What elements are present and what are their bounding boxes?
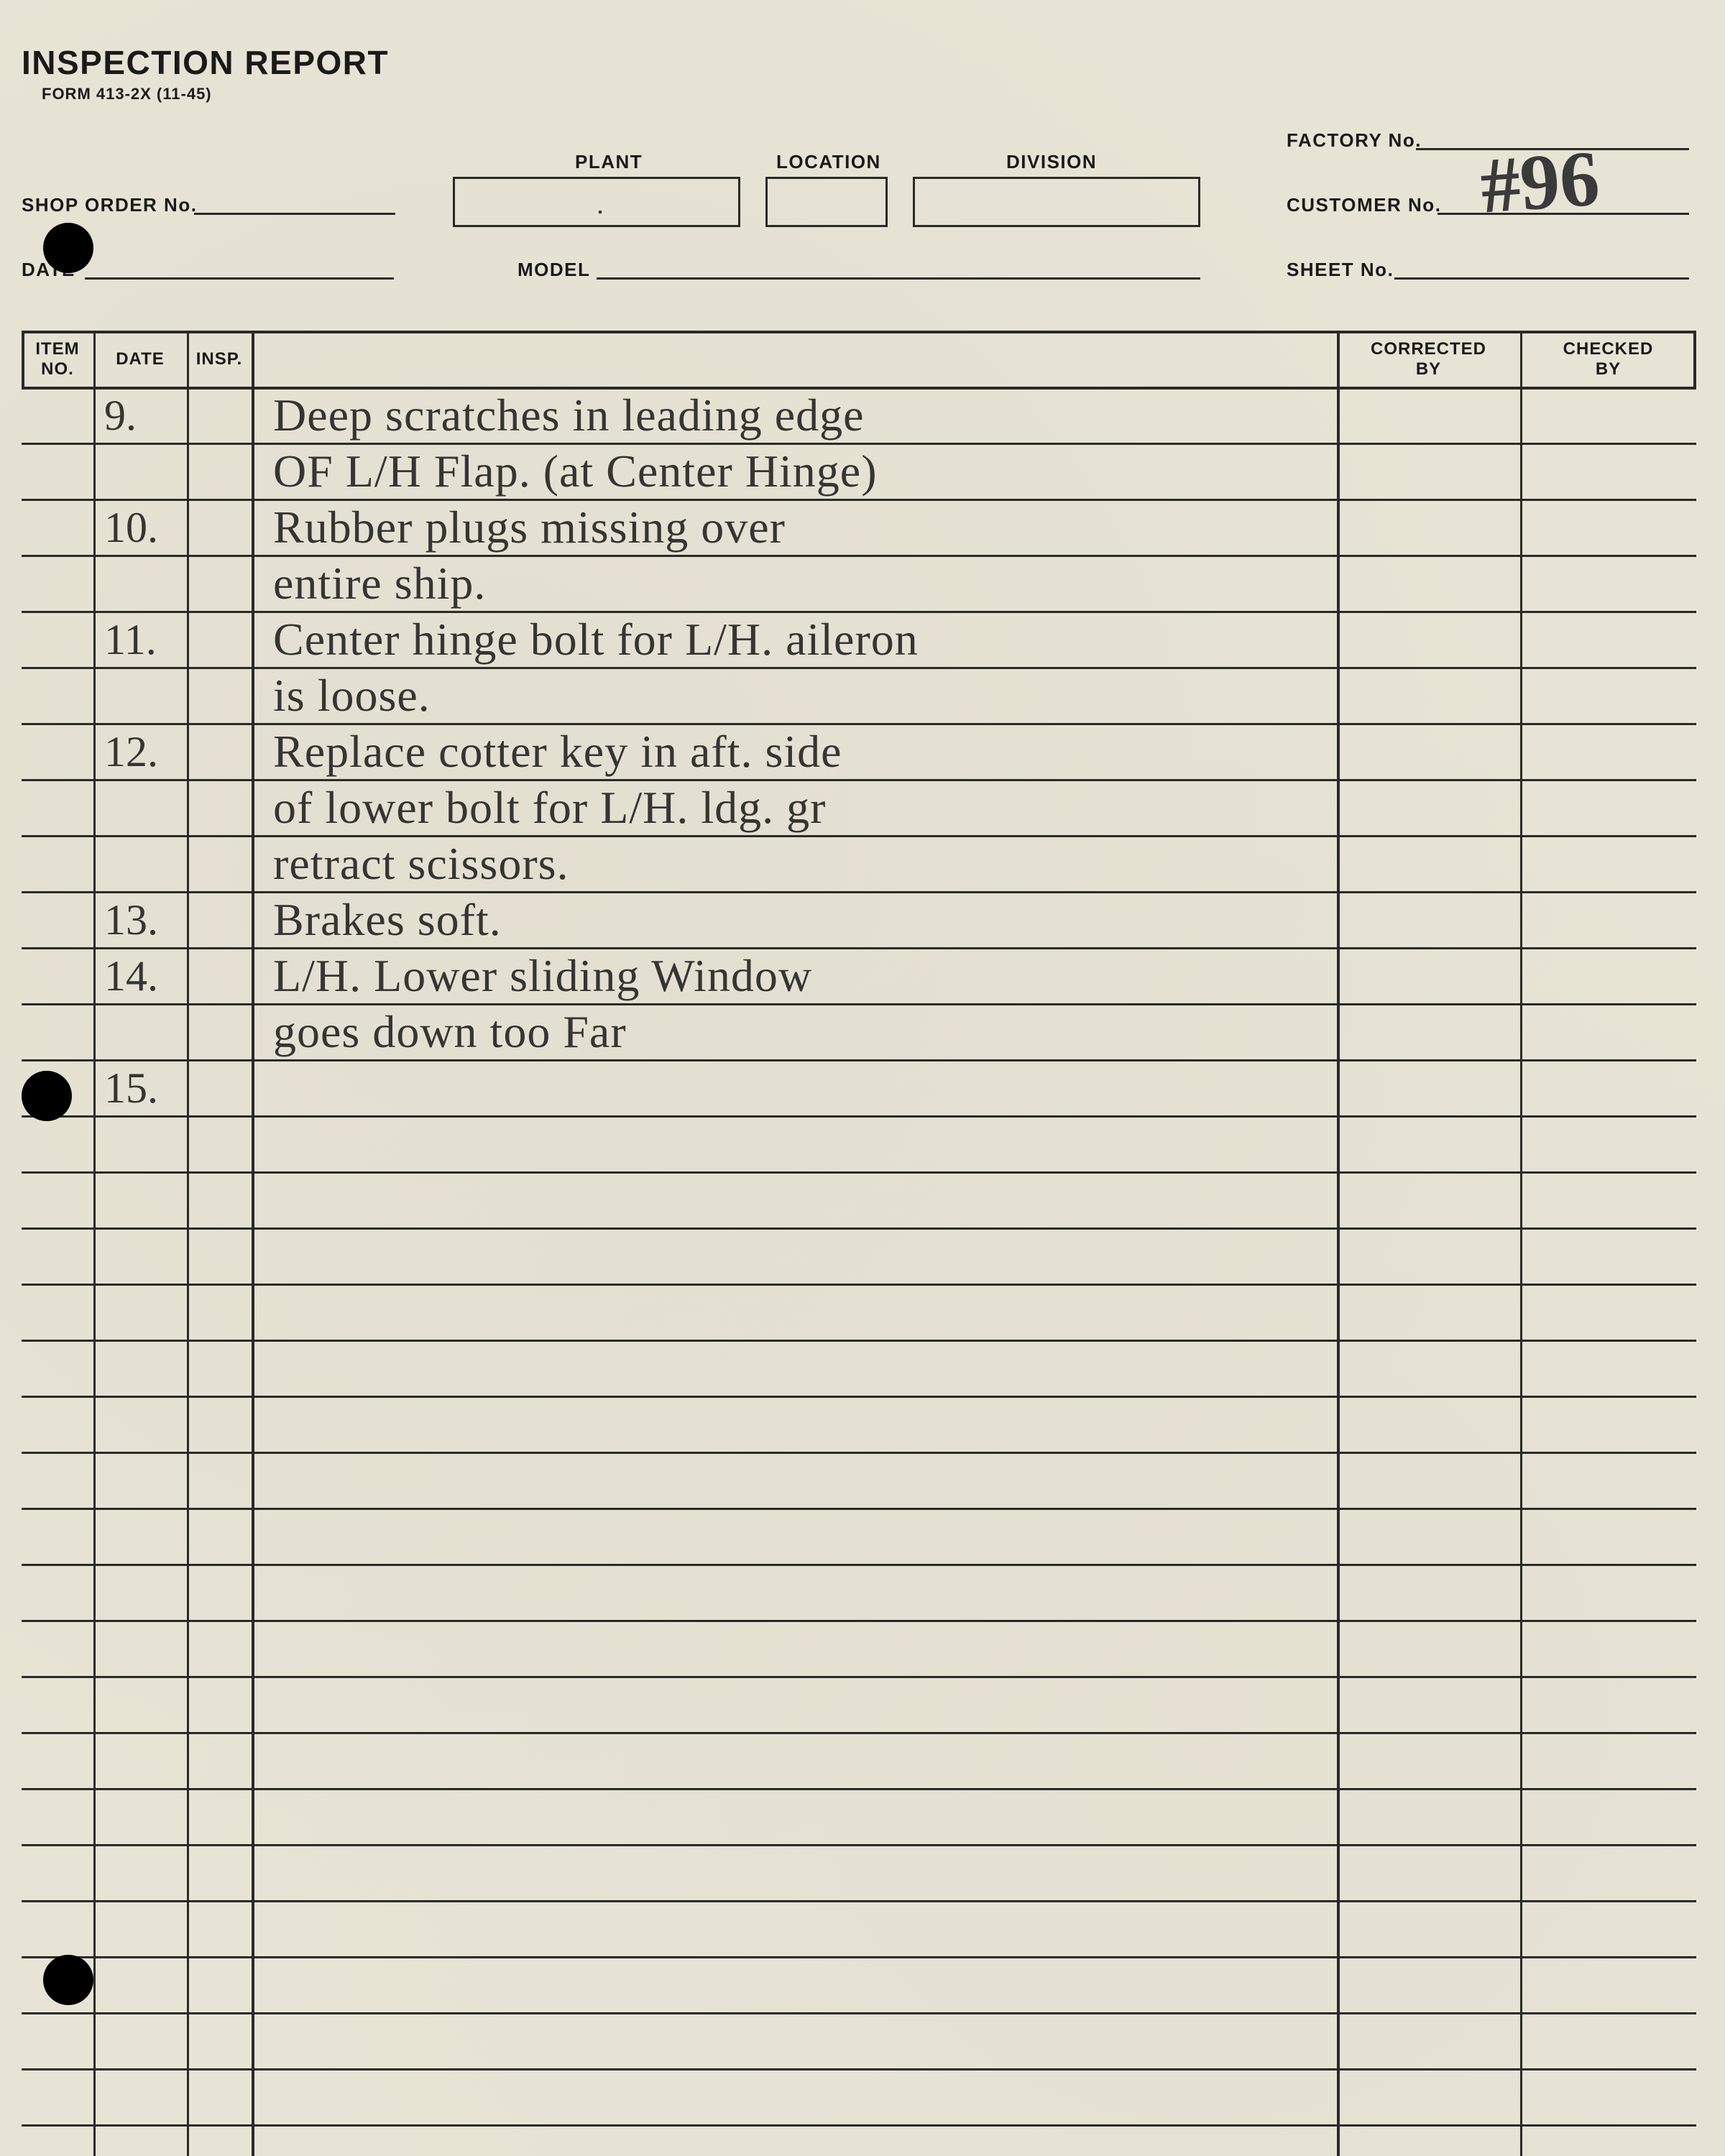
table-row-line	[22, 1227, 1696, 1230]
punch-hole	[22, 1071, 72, 1121]
sheet-no-line	[1394, 277, 1689, 280]
location-label: LOCATION	[776, 151, 881, 173]
entry-number: 15.	[104, 1067, 158, 1110]
col-header-insp: INSP.	[187, 349, 252, 369]
shop-order-no-line	[194, 213, 395, 215]
factory-no-label: FACTORY No.	[1287, 129, 1422, 152]
table-row-line	[22, 499, 1696, 501]
form-id: FORM 413-2X (11-45)	[42, 85, 1703, 103]
entry-number: 9.	[104, 394, 137, 437]
col-line-4	[1337, 331, 1340, 2156]
date-line	[85, 277, 394, 280]
table-row-line	[22, 1171, 1696, 1174]
entry-description: Brakes soft.	[273, 897, 502, 943]
model-line	[597, 277, 1200, 280]
col-line-2	[187, 331, 189, 2156]
col-header-checked-l1: CHECKED	[1563, 339, 1654, 359]
table-row-line	[22, 1340, 1696, 1342]
entry-number: 10.	[104, 506, 158, 549]
table-row-line	[22, 555, 1696, 557]
table-row-line	[22, 947, 1696, 949]
table-row-line	[22, 2068, 1696, 2070]
table-row-line	[22, 723, 1696, 725]
table-row-line	[22, 1676, 1696, 1678]
division-box[interactable]	[913, 177, 1200, 227]
entry-description: Replace cotter key in aft. side	[273, 729, 842, 775]
col-line-1	[93, 331, 96, 2156]
customer-no-value: #96	[1478, 132, 1602, 231]
page-title: INSPECTION REPORT	[22, 43, 1703, 82]
table-row-line	[22, 1732, 1696, 1734]
col-header-corrected-l2: BY	[1416, 359, 1441, 379]
entry-description: OF L/H Flap. (at Center Hinge)	[273, 448, 878, 494]
col-header-checked-by: CHECKED BY	[1520, 339, 1696, 379]
table-row-line	[22, 1003, 1696, 1005]
entry-description: of lower bolt for L/H. ldg. gr	[273, 785, 826, 831]
col-header-corrected-by: CORRECTED BY	[1337, 339, 1520, 379]
entry-number: 11.	[104, 618, 157, 661]
col-header-date: DATE	[93, 349, 187, 369]
entry-description: Deep scratches in leading edge	[273, 392, 865, 438]
table-row-line	[22, 443, 1696, 445]
col-line-5	[1520, 331, 1522, 2156]
punch-hole	[43, 223, 93, 273]
table-row-line	[22, 611, 1696, 613]
entry-description: retract scissors.	[273, 841, 569, 887]
col-header-corrected-l1: CORRECTED	[1371, 339, 1486, 359]
sheet-no-label: SHEET No.	[1287, 259, 1394, 281]
table-row-line	[22, 835, 1696, 837]
table-row-line	[22, 1396, 1696, 1398]
table-row-line	[22, 1059, 1696, 1061]
shop-order-no-label: SHOP ORDER No.	[22, 194, 197, 216]
plant-label: PLANT	[575, 151, 643, 173]
table-row-line	[22, 1452, 1696, 1454]
customer-no-label: CUSTOMER No.	[1287, 194, 1441, 216]
table-row-line	[22, 1844, 1696, 1846]
entry-description: L/H. Lower sliding Window	[273, 953, 812, 999]
col-header-checked-l2: BY	[1596, 359, 1621, 379]
entry-description: Rubber plugs missing over	[273, 505, 786, 550]
table-row-line	[22, 1508, 1696, 1510]
inspection-report-page: INSPECTION REPORT FORM 413-2X (11-45) PL…	[0, 0, 1725, 2156]
location-box[interactable]	[765, 177, 888, 227]
plant-dot: .	[597, 187, 604, 221]
table-row-line	[22, 667, 1696, 669]
entry-description: goes down too Far	[273, 1009, 627, 1055]
entry-description: entire ship.	[273, 561, 486, 607]
entry-description: Center hinge bolt for L/H. aileron	[273, 617, 919, 663]
content-area: INSPECTION REPORT FORM 413-2X (11-45) PL…	[22, 43, 1703, 2156]
col-header-item-no: ITEM NO.	[22, 339, 93, 379]
punch-hole	[43, 1955, 93, 2005]
table-top-border	[22, 331, 1696, 333]
table-row-line	[22, 1788, 1696, 1790]
division-label: DIVISION	[1006, 151, 1097, 173]
table-row-line	[22, 387, 1696, 389]
col-header-item-no-l1: ITEM	[35, 339, 79, 359]
entry-number: 12.	[104, 730, 158, 773]
table-row-line	[22, 1900, 1696, 1902]
table-row-line	[22, 2012, 1696, 2014]
entry-number: 13.	[104, 898, 158, 941]
table-row-line	[22, 1956, 1696, 1958]
col-line-3	[252, 331, 254, 2156]
table-row-line	[22, 891, 1696, 893]
table-row-line	[22, 1620, 1696, 1622]
col-header-item-no-l2: NO.	[41, 359, 74, 379]
table-row-line	[22, 1564, 1696, 1566]
table-row-line	[22, 2124, 1696, 2127]
model-label: MODEL	[518, 259, 590, 281]
entry-description: is loose.	[273, 673, 431, 719]
entry-number: 14.	[104, 954, 158, 998]
table-row-line	[22, 779, 1696, 781]
table-row-line	[22, 1284, 1696, 1286]
table-row-line	[22, 1115, 1696, 1118]
